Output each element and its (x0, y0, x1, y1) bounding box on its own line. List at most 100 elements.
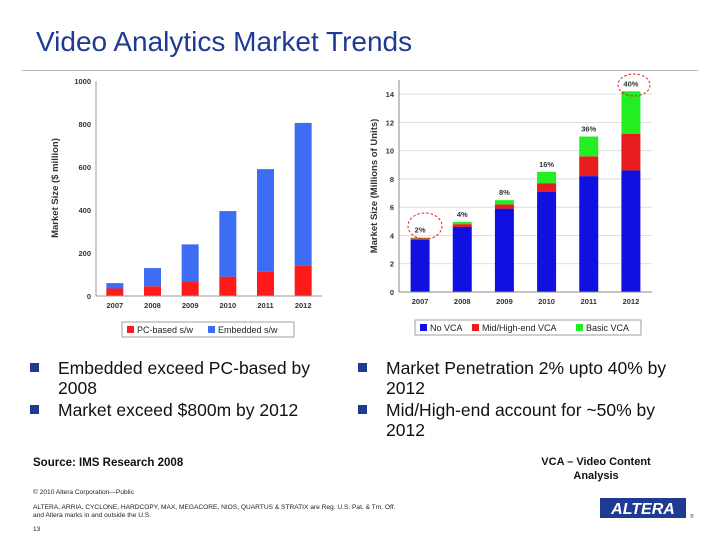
legend-swatch-no-vca (420, 324, 427, 331)
bullets-right: Market Penetration 2% upto 40% by 2012 M… (356, 358, 696, 442)
c1-ytick-label: 1000 (74, 77, 91, 86)
bullets-left: Embedded exceed PC-based by 2008 Market … (28, 358, 348, 422)
c1-ytick-label: 800 (78, 120, 91, 129)
c2-category-label: 2007 (412, 297, 429, 306)
legend-label-basic: Basic VCA (586, 323, 629, 333)
bullet-square-icon (30, 405, 39, 414)
legend-label-mid-high: Mid/High-end VCA (482, 323, 557, 333)
c1-bar-2009-1 (181, 244, 199, 283)
legend-label-embedded: Embedded s/w (218, 325, 278, 335)
c1-bar-2007-0 (106, 288, 124, 296)
altera-logo: ALTERA ® (600, 498, 694, 519)
c2-bar-2012-0 (621, 170, 641, 292)
c1-bar-2012-0 (294, 265, 312, 296)
c1-ytick-label: 200 (78, 249, 91, 258)
bullet-right-1: Market Penetration 2% upto 40% by 2012 (356, 358, 696, 398)
bullet-square-icon (358, 405, 367, 414)
c2-bar-2012-1 (621, 133, 641, 171)
c1-ytick-label: 0 (87, 292, 91, 301)
c2-annotation: 4% (457, 210, 468, 219)
c2-annotation: 36% (581, 125, 596, 134)
c2-annotation: 8% (499, 188, 510, 197)
circle-2-percent (407, 212, 443, 240)
legend-swatch-basic (576, 324, 583, 331)
svg-text:ALTERA: ALTERA (610, 501, 675, 518)
c2-ytick-label: 10 (386, 147, 394, 156)
c2-bar-2011-2 (579, 136, 599, 157)
c2-bar-2010-0 (537, 191, 557, 292)
c1-bar-2008-1 (144, 268, 161, 287)
c1-ytick-label: 400 (78, 206, 91, 215)
c2-ytick-label: 0 (390, 288, 394, 297)
slide-title: Video Analytics Market Trends (36, 26, 413, 57)
c1-bar-2007-1 (106, 283, 124, 289)
c1-category-label: 2008 (144, 301, 161, 310)
c2-category-label: 2009 (496, 297, 513, 306)
c2-bar-2010-1 (537, 183, 557, 192)
c2-ytick-label: 4 (390, 231, 395, 240)
c2-bar-2010-2 (537, 171, 557, 184)
c2-category-label: 2011 (581, 297, 597, 306)
c1-bar-2012-1 (294, 122, 312, 266)
c2-bar-2008-2 (452, 222, 472, 225)
legend-label-pc-based: PC-based s/w (137, 325, 194, 335)
bullet-left-2: Market exceed $800m by 2012 (28, 400, 348, 420)
chart1-ylabel: Market Size ($ million) (50, 138, 61, 238)
vca-note: VCA – Video Content Analysis (541, 456, 651, 482)
c2-bar-2007-0 (410, 239, 430, 292)
c2-bar-2012-2 (621, 91, 641, 134)
trademark-line-2: and Altera marks in and outside the U.S. (33, 512, 152, 519)
c2-annotation: 40% (623, 79, 638, 88)
legend-swatch-embedded (208, 326, 215, 333)
c2-ytick-label: 2 (390, 260, 394, 269)
market-size-units-chart: 0 2 4 6 8 10 12 14 2007 2008 2009 2010 2011 2012 2% 4… (369, 73, 652, 336)
c1-category-label: 2012 (295, 301, 312, 310)
copyright: © 2010 Altera Corporation—Public (33, 489, 134, 496)
page-number: 13 (33, 526, 41, 533)
title-divider (22, 70, 698, 71)
c1-bar-2011-1 (257, 169, 274, 272)
c2-bar-2008-0 (452, 226, 472, 292)
market-size-dollars-chart: 0 200 400 600 800 1000 2007 2008 2009 2010 2011 20… (50, 77, 322, 338)
c1-bar-2010-0 (219, 276, 237, 296)
legend-swatch-pc-based (127, 326, 134, 333)
source-note: Source: IMS Research 2008 (33, 457, 184, 469)
c2-bar-2011-1 (579, 156, 599, 177)
svg-text:®: ® (690, 513, 694, 519)
c2-ytick-label: 12 (386, 118, 394, 127)
bullet-right-2: Mid/High-end account for ~50% by 2012 (356, 400, 696, 440)
c1-bar-2010-1 (219, 211, 237, 277)
c1-category-label: 2010 (219, 301, 236, 310)
c2-category-label: 2012 (623, 297, 640, 306)
c2-bar-2008-1 (452, 224, 472, 227)
c2-bar-2009-2 (494, 200, 514, 205)
c2-annotation: 2% (415, 226, 426, 235)
bullet-square-icon (30, 363, 39, 372)
c2-ytick-label: 6 (390, 203, 394, 212)
c2-bar-2007-1 (410, 238, 430, 240)
circle-40-percent (617, 73, 651, 97)
legend-label-no-vca: No VCA (430, 323, 463, 333)
c1-ytick-label: 600 (78, 163, 91, 172)
c2-bar-2011-0 (579, 176, 599, 292)
bullet-square-icon (358, 363, 367, 372)
chart2-ylabel: Market Size (Millions of Units) (369, 119, 380, 254)
chart1-legend: PC-based s/w Embedded s/w (121, 321, 295, 338)
c2-annotation: 16% (539, 160, 554, 169)
c1-category-label: 2007 (106, 301, 123, 310)
chart2-legend: No VCA Mid/High-end VCA Basic VCA (414, 319, 642, 336)
bullet-left-1: Embedded exceed PC-based by 2008 (28, 358, 348, 398)
c1-bar-2011-0 (257, 271, 274, 296)
c2-bar-2009-0 (494, 208, 514, 292)
c1-bar-2008-0 (144, 286, 161, 296)
legend-swatch-mid-high (472, 324, 479, 331)
c2-ytick-label: 14 (386, 90, 395, 99)
c2-category-label: 2008 (454, 297, 471, 306)
c2-ytick-label: 8 (390, 175, 394, 184)
c1-bar-2009-0 (181, 282, 199, 296)
c2-category-label: 2010 (538, 297, 555, 306)
c1-category-label: 2011 (257, 301, 273, 310)
c2-bar-2009-1 (494, 204, 514, 209)
c1-category-label: 2009 (182, 301, 199, 310)
trademark-line-1: ALTERA, ARRIA, CYCLONE, HARDCOPY, MAX, M… (33, 504, 396, 511)
